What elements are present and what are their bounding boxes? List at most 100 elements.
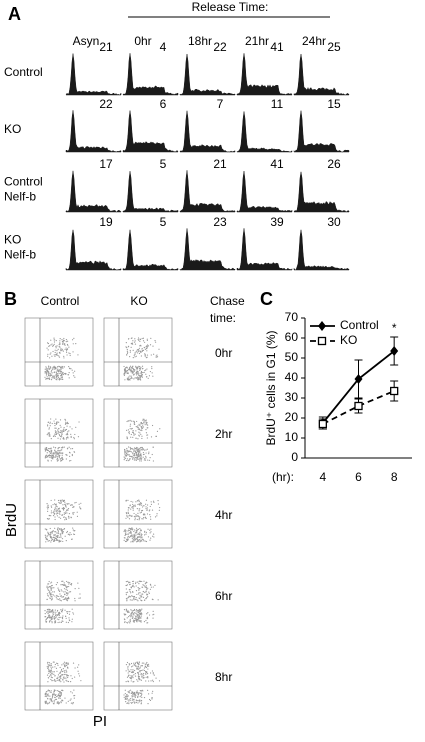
event-dot xyxy=(138,692,140,694)
event-dot xyxy=(67,447,69,449)
event-dot xyxy=(63,428,65,430)
event-dot xyxy=(48,668,50,670)
event-dot xyxy=(134,535,136,537)
event-dot xyxy=(61,373,63,375)
event-dot xyxy=(80,502,82,504)
event-dot xyxy=(50,454,52,457)
event-dot xyxy=(148,591,150,593)
event-dot xyxy=(147,703,149,705)
event-dot xyxy=(135,451,137,454)
event-dot xyxy=(135,597,137,599)
event-dot xyxy=(62,504,64,506)
event-dot xyxy=(61,616,64,619)
event-dot xyxy=(150,436,153,438)
event-dot xyxy=(150,584,152,586)
event-dot xyxy=(67,663,69,665)
event-dot xyxy=(125,697,127,699)
event-dot xyxy=(129,588,131,591)
event-dot xyxy=(67,593,69,595)
event-dot xyxy=(152,345,154,347)
event-dot xyxy=(70,516,72,519)
event-dot xyxy=(134,582,137,585)
event-dot xyxy=(123,537,125,539)
event-dot xyxy=(152,500,155,502)
event-dot xyxy=(59,593,61,595)
event-dot xyxy=(45,618,47,621)
event-dot xyxy=(128,376,130,378)
event-dot xyxy=(55,505,58,507)
event-dot xyxy=(46,537,48,539)
event-dot xyxy=(62,598,64,601)
event-dot xyxy=(149,672,152,674)
event-dot xyxy=(131,580,134,583)
event-dot xyxy=(74,376,76,378)
event-dot xyxy=(138,448,140,450)
event-dot xyxy=(143,420,146,422)
event-dot xyxy=(139,345,141,347)
event-dot xyxy=(66,589,69,591)
event-dot xyxy=(141,540,143,542)
event-dot xyxy=(146,354,149,356)
event-dot xyxy=(130,677,132,679)
event-dot xyxy=(57,429,59,431)
event-dot xyxy=(54,507,56,509)
event-dot xyxy=(68,517,70,519)
event-dot xyxy=(142,584,144,586)
event-dot xyxy=(61,584,63,586)
event-dot xyxy=(56,690,58,692)
event-dot xyxy=(56,618,58,620)
event-dot xyxy=(45,541,47,543)
event-dot xyxy=(134,696,136,699)
event-dot xyxy=(61,454,63,456)
event-dot xyxy=(123,608,126,611)
event-dot xyxy=(132,420,134,422)
event-dot xyxy=(136,368,138,370)
event-dot xyxy=(49,450,51,452)
event-dot xyxy=(131,540,133,542)
event-dot xyxy=(138,701,140,703)
event-dot xyxy=(126,377,128,379)
event-dot xyxy=(145,432,148,434)
event-dot xyxy=(57,701,59,703)
event-dot xyxy=(54,595,56,597)
event-dot xyxy=(50,673,52,675)
event-dot xyxy=(142,538,144,541)
event-dot xyxy=(54,518,56,521)
event-dot xyxy=(69,532,71,534)
event-dot xyxy=(60,621,63,623)
event-dot xyxy=(134,662,137,664)
event-dot xyxy=(47,594,49,596)
event-dot xyxy=(131,595,133,597)
event-dot xyxy=(74,597,76,600)
event-dot xyxy=(63,507,65,510)
event-dot xyxy=(50,352,52,354)
event-dot xyxy=(138,589,140,591)
event-dot xyxy=(59,424,61,427)
event-dot xyxy=(129,419,131,421)
event-dot xyxy=(47,589,49,591)
event-dot xyxy=(47,677,50,679)
event-dot xyxy=(50,449,52,451)
y-tick-label: 40 xyxy=(285,370,299,384)
event-dot xyxy=(59,695,62,697)
event-dot xyxy=(126,352,129,355)
event-dot xyxy=(132,368,135,371)
histogram xyxy=(65,53,122,96)
event-dot xyxy=(126,366,128,368)
event-dot xyxy=(137,586,139,589)
event-dot xyxy=(136,373,139,375)
event-dot xyxy=(126,354,128,356)
event-dot xyxy=(73,530,75,532)
event-dot xyxy=(48,378,51,380)
event-dot xyxy=(126,347,128,349)
event-dot xyxy=(74,694,76,697)
event-dot xyxy=(137,533,139,535)
event-dot xyxy=(136,366,138,368)
event-dot xyxy=(136,661,138,663)
event-dot xyxy=(64,535,66,537)
event-dot xyxy=(77,582,79,584)
event-dot xyxy=(48,664,51,666)
event-dot xyxy=(144,354,146,356)
